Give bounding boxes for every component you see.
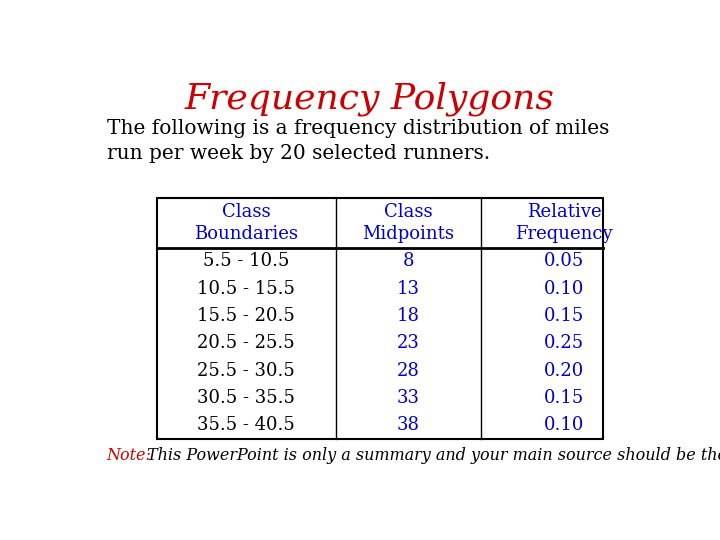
Text: 38: 38 — [397, 416, 420, 434]
Text: 15.5 - 20.5: 15.5 - 20.5 — [197, 307, 295, 325]
Text: Note:: Note: — [107, 447, 157, 464]
Text: The following is a frequency distribution of miles
run per week by 20 selected r: The following is a frequency distributio… — [107, 119, 609, 163]
Text: 0.05: 0.05 — [544, 252, 585, 271]
Text: 10.5 - 15.5: 10.5 - 15.5 — [197, 280, 295, 298]
Text: 0.20: 0.20 — [544, 362, 585, 380]
Text: 23: 23 — [397, 334, 420, 353]
Text: 0.10: 0.10 — [544, 280, 585, 298]
Text: Class
Boundaries: Class Boundaries — [194, 202, 298, 243]
Text: 0.15: 0.15 — [544, 389, 585, 407]
Text: 30.5 - 35.5: 30.5 - 35.5 — [197, 389, 295, 407]
Text: 20.5 - 25.5: 20.5 - 25.5 — [197, 334, 295, 353]
Text: 0.15: 0.15 — [544, 307, 585, 325]
Text: 0.10: 0.10 — [544, 416, 585, 434]
Text: 28: 28 — [397, 362, 420, 380]
Text: 18: 18 — [397, 307, 420, 325]
Text: 13: 13 — [397, 280, 420, 298]
Text: Class
Midpoints: Class Midpoints — [362, 202, 454, 243]
Text: 35.5 - 40.5: 35.5 - 40.5 — [197, 416, 295, 434]
Text: This PowerPoint is only a summary and your main source should be the book.: This PowerPoint is only a summary and yo… — [148, 447, 720, 464]
Bar — [157, 198, 603, 439]
Text: Frequency Polygons: Frequency Polygons — [184, 82, 554, 116]
Text: 8: 8 — [402, 252, 414, 271]
Text: 25.5 - 30.5: 25.5 - 30.5 — [197, 362, 295, 380]
Text: 5.5 - 10.5: 5.5 - 10.5 — [203, 252, 289, 271]
Text: 33: 33 — [397, 389, 420, 407]
Text: Relative
Frequency: Relative Frequency — [516, 202, 613, 243]
Text: 0.25: 0.25 — [544, 334, 585, 353]
